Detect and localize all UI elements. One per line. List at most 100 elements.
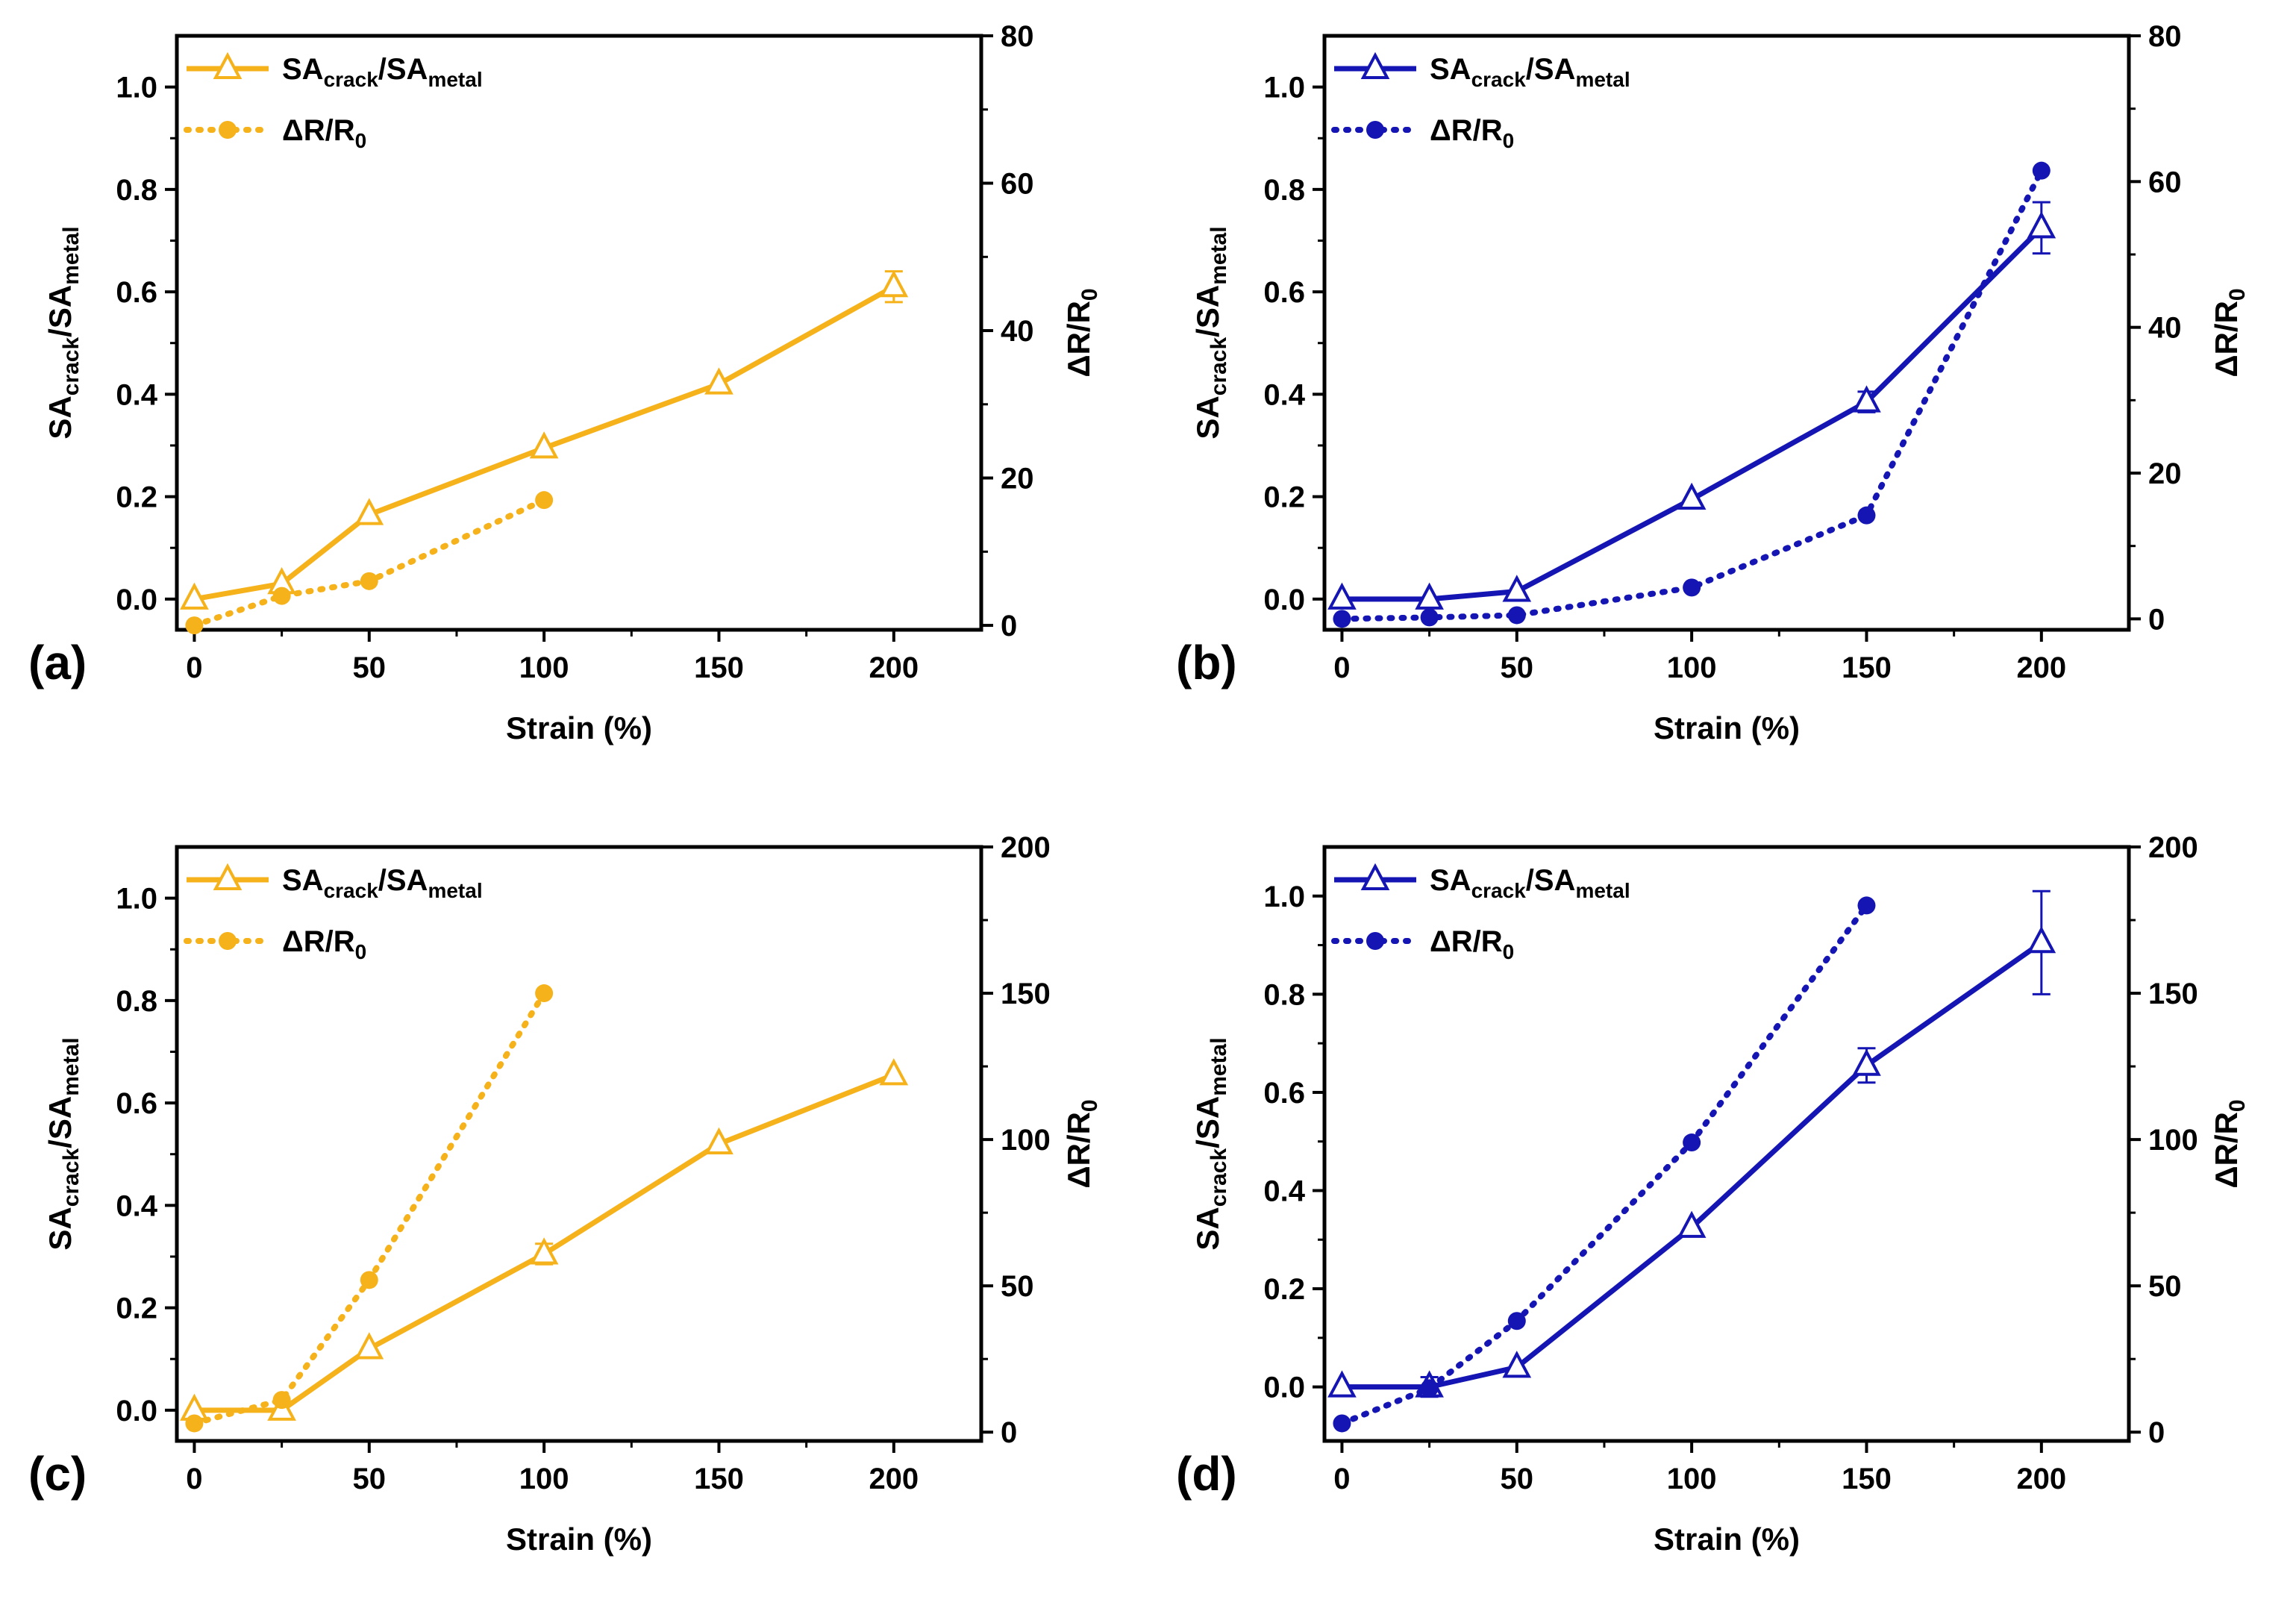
- chart-a-legend-label-1-sub: 0: [355, 129, 367, 152]
- chart-a-x-tick-label-1: 50: [353, 651, 387, 684]
- chart-d-legend-label-0-mid: /SA: [1526, 864, 1576, 897]
- chart-d-legend-marker-1: [1366, 932, 1384, 950]
- chart-a-yl-title-mid: /SA: [43, 285, 78, 337]
- chart-d-x-tick-label-4: 200: [2016, 1463, 2066, 1495]
- chart-d-x-axis-title: Strain (%): [1654, 1522, 1800, 1557]
- chart-c-x-tick-label-3: 150: [694, 1463, 744, 1495]
- chart-a-yl-tick-label-5: 1.0: [116, 72, 157, 104]
- chart-b-yr-tick-label-3: 60: [2148, 166, 2182, 198]
- chart-b-yr-title-base: ΔR/R: [2209, 301, 2244, 378]
- chart-c-series-1-point-0: [185, 1414, 204, 1433]
- chart-b-series-1-point-1: [1420, 608, 1439, 627]
- chart-c-series-0-point-2: [354, 1332, 384, 1360]
- chart-b-yl-title-sub2: metal: [1207, 226, 1231, 284]
- chart-b-x-tick-label-1: 50: [1501, 651, 1534, 684]
- chart-c-x-tick-label-4: 200: [869, 1463, 919, 1495]
- chart-a-yl-title-sub2: metal: [59, 226, 84, 284]
- chart-d-y-right-axis-title: ΔR/R0: [2209, 1099, 2250, 1188]
- chart-c-yl-tick-label-3: 0.6: [116, 1087, 157, 1120]
- chart-b-legend-label-0-sub2: metal: [1575, 68, 1630, 91]
- chart-d-yr-tick-label-1: 50: [2148, 1270, 2182, 1303]
- chart-b-series-0-point-5: [2027, 211, 2056, 239]
- chart-d-x-tick-label-1: 50: [1501, 1463, 1534, 1495]
- chart-a-yr-tick-label-0: 0: [1001, 610, 1017, 642]
- chart-c-yr-tick-label-2: 100: [1001, 1124, 1051, 1157]
- chart-b-yr-tick-label-1: 20: [2148, 457, 2182, 490]
- chart-a-legend-label-0-sub1: crack: [324, 68, 379, 91]
- chart-b-yr-tick-label-0: 0: [2148, 603, 2165, 636]
- chart-d: 0 50 100 150 200 0.0 0.2 0.4 0.6 0.8 1.0 0 50 100 150 2…: [1176, 831, 2250, 1557]
- chart-a-x-tick-label-0: 0: [186, 651, 202, 684]
- chart-a-panel-label: (a): [28, 636, 87, 689]
- chart-d-yr-tick-label-2: 100: [2148, 1124, 2198, 1157]
- chart-a-yr-tick-label-1: 20: [1001, 463, 1034, 495]
- chart-a-legend-marker-0: [213, 51, 243, 79]
- chart-c-legend-label-1-base: ΔR/R: [282, 925, 355, 958]
- chart-d-yl-tick-label-3: 0.6: [1263, 1077, 1305, 1110]
- chart-a-y-left-axis-title: SAcrack/SAmetal: [43, 226, 84, 439]
- chart-d-series-1-point-2: [1507, 1312, 1526, 1330]
- chart-d-yr-tick-label-3: 150: [2148, 978, 2198, 1010]
- chart-d-yl-tick-label-1: 0.2: [1263, 1273, 1305, 1306]
- chart-b-legend-label-0-sub1: crack: [1471, 68, 1527, 91]
- chart-a-series-0-point-5: [879, 269, 909, 298]
- chart-a-yr-title-base: ΔR/R: [1061, 301, 1096, 378]
- chart-c-legend-label-0-sub1: crack: [324, 879, 379, 902]
- chart-a-series-0-point-0: [180, 582, 209, 610]
- chart-b-legend-label-1-sub: 0: [1503, 129, 1515, 152]
- chart-d-series-0-line: [1342, 940, 2043, 1390]
- chart-a-yl-tick-label-4: 0.8: [116, 174, 157, 207]
- chart-d-series-1-point-1: [1420, 1379, 1439, 1398]
- chart-b-yr-tick-label-2: 40: [2148, 312, 2182, 345]
- chart-b-x-tick-label-0: 0: [1333, 651, 1350, 684]
- chart-a-yr-title-sub: 0: [1077, 288, 1102, 301]
- chart-d-series-1-point-3: [1683, 1133, 1701, 1152]
- chart-d-legend-label-0: SAcrack/SAmetal: [1430, 864, 1630, 902]
- chart-a-series-0-point-3: [529, 431, 559, 459]
- chart-c-yr-tick-label-0: 0: [1001, 1416, 1017, 1449]
- chart-c-x-tick-label-1: 50: [353, 1463, 387, 1495]
- chart-c-legend-label-0-sub2: metal: [428, 879, 482, 902]
- chart-d-yr-tick-label-0: 0: [2148, 1416, 2165, 1449]
- chart-d-legend-label-0-sub2: metal: [1575, 879, 1630, 902]
- chart-c-legend-marker-1: [219, 932, 237, 950]
- chart-b-panel-label: (b): [1176, 636, 1237, 689]
- chart-a-legend-label-1-base: ΔR/R: [282, 114, 355, 147]
- chart-d-legend-label-1: ΔR/R0: [1430, 925, 1514, 963]
- chart-d-series-0-point-4: [1852, 1048, 1881, 1076]
- chart-c-series-0-point-5: [879, 1058, 909, 1086]
- chart-b: 0 50 100 150 200 0.0 0.2 0.4 0.6 0.8 1.0 0 20 40 60 80 S…: [1176, 20, 2250, 745]
- chart-c-yl-title-base: SA: [43, 1207, 78, 1250]
- chart-d-yl-tick-label-0: 0.0: [1263, 1372, 1305, 1404]
- chart-d-yl-title-base: SA: [1190, 1207, 1225, 1250]
- chart-b-legend-marker-1: [1366, 121, 1384, 139]
- chart-b-yl-title-mid: /SA: [1190, 285, 1225, 337]
- chart-b-legend-label-0: SAcrack/SAmetal: [1430, 53, 1630, 91]
- chart-b-series-0-point-3: [1677, 482, 1707, 510]
- chart-c-yl-tick-label-0: 0.0: [116, 1395, 157, 1427]
- chart-b-series-0-point-0: [1327, 582, 1357, 610]
- chart-c-yl-title-sub1: crack: [59, 1148, 84, 1207]
- chart-d-series-1-point-0: [1333, 1414, 1351, 1433]
- chart-b-series-0-point-2: [1502, 575, 1532, 602]
- chart-d-yl-title-sub2: metal: [1207, 1037, 1231, 1095]
- chart-a-series-1-point-1: [272, 587, 291, 605]
- chart-d-series-0-point-3: [1677, 1210, 1707, 1238]
- chart-a-series-1-line: [191, 497, 548, 629]
- chart-c-legend-label-1-sub: 0: [355, 940, 367, 963]
- chart-d-series-1-point-4: [1857, 896, 1876, 915]
- chart-d-x-tick-label-0: 0: [1333, 1463, 1350, 1495]
- chart-a-y-right-axis-title: ΔR/R0: [1061, 288, 1102, 377]
- chart-a-yl-title-sub1: crack: [59, 337, 84, 395]
- chart-c-yl-title-mid: /SA: [43, 1096, 78, 1148]
- chart-b-series-0-point-4: [1852, 385, 1881, 413]
- chart-c-series-1-line: [191, 990, 548, 1427]
- chart-b-y-left-axis-title: SAcrack/SAmetal: [1190, 226, 1231, 439]
- chart-a-plot-frame: [175, 34, 983, 632]
- chart-a-yr-tick-label-4: 80: [1001, 20, 1034, 53]
- chart-c-y-right-axis-title: ΔR/R0: [1061, 1099, 1102, 1188]
- chart-c-panel-label: (c): [28, 1447, 87, 1501]
- chart-c-y-left-axis-title: SAcrack/SAmetal: [43, 1037, 84, 1250]
- chart-b-y-right-axis-title: ΔR/R0: [2209, 288, 2250, 377]
- chart-b-x-tick-label-2: 100: [1667, 651, 1717, 684]
